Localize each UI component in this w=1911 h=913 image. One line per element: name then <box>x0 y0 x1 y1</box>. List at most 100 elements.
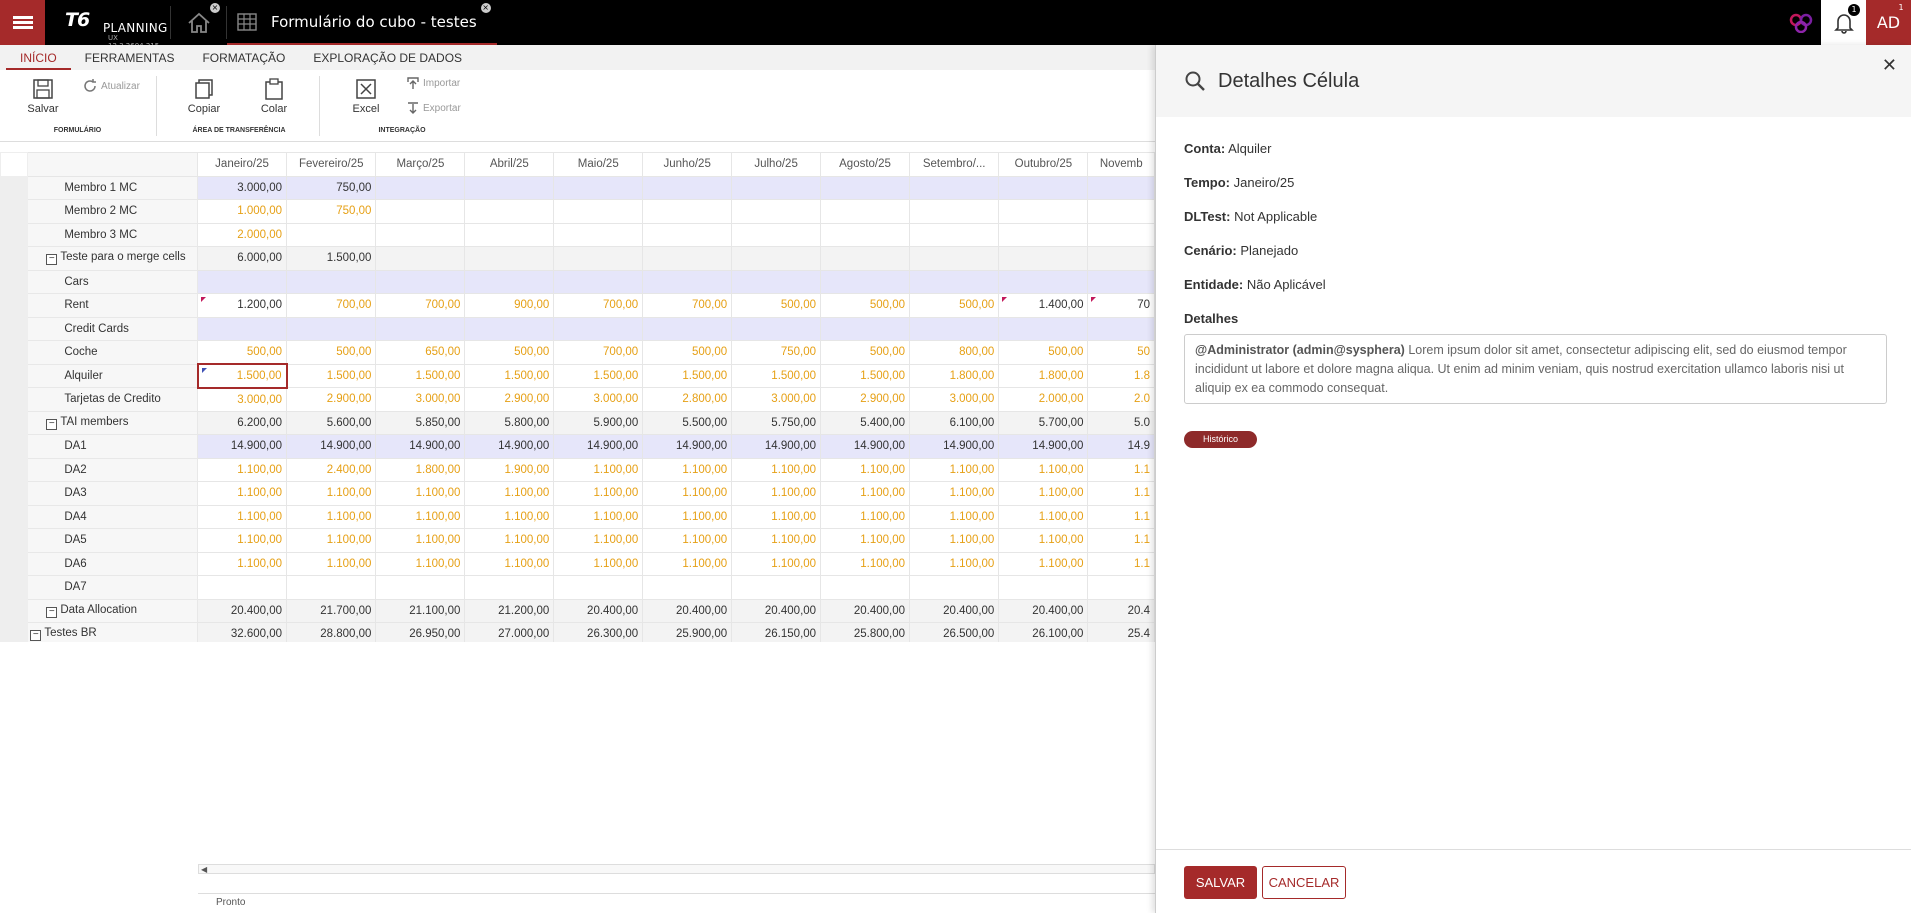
grid-cell[interactable]: 20.400,00 <box>553 598 644 623</box>
grid-cell[interactable] <box>197 575 288 600</box>
column-header[interactable]: Janeiro/25 <box>197 152 288 177</box>
row-header[interactable]: Cars <box>27 269 199 294</box>
tab-formatacao[interactable]: FORMATAÇÃO <box>202 51 286 65</box>
grid-cell[interactable] <box>908 199 1000 224</box>
grid-cell[interactable] <box>1087 199 1155 224</box>
collapse-icon[interactable]: − <box>46 418 58 430</box>
grid-cell[interactable]: 1.100,00 <box>998 504 1089 529</box>
grid-cell[interactable] <box>197 316 288 341</box>
grid-cell[interactable]: 1.100,00 <box>642 551 733 576</box>
grid-cell[interactable]: 14.900,00 <box>820 434 910 459</box>
grid-cell[interactable] <box>1087 269 1155 294</box>
close-doc-tab-icon[interactable]: × <box>480 3 491 13</box>
grid-cell[interactable]: 25.900,00 <box>642 622 733 642</box>
row-header[interactable]: Credit Cards <box>27 316 199 341</box>
grid-cell[interactable] <box>464 175 555 200</box>
grid-cell[interactable] <box>464 246 555 271</box>
grid-cell[interactable] <box>553 316 644 341</box>
grid-cell[interactable] <box>375 199 466 224</box>
grid-cell[interactable]: 1.500,00 <box>731 363 822 388</box>
grid-cell[interactable] <box>820 222 910 247</box>
grid-cell[interactable]: 1.100,00 <box>731 504 822 529</box>
grid-cell[interactable]: 1.400,00 <box>998 293 1089 318</box>
grid-cell[interactable] <box>731 246 822 271</box>
grid-cell[interactable]: 1.100,00 <box>820 481 910 506</box>
column-header[interactable]: Fevereiro/25 <box>286 152 377 177</box>
grid-cell[interactable]: 700,00 <box>553 340 644 365</box>
grid-cell[interactable]: 14.900,00 <box>998 434 1089 459</box>
row-header[interactable]: DA1 <box>27 434 199 459</box>
grid-cell[interactable] <box>908 246 1000 271</box>
collapse-icon[interactable]: − <box>30 630 42 642</box>
grid-cell[interactable]: 5.600,00 <box>286 410 377 435</box>
grid-cell[interactable]: 800,00 <box>908 340 1000 365</box>
grid-cell[interactable]: 3.000,00 <box>908 387 1000 412</box>
grid-cell[interactable]: 14.9 <box>1087 434 1155 459</box>
column-header[interactable]: Outubro/25 <box>998 152 1089 177</box>
grid-cell[interactable]: 1.500,00 <box>553 363 644 388</box>
grid-cell[interactable]: 5.400,00 <box>820 410 910 435</box>
grid-cell[interactable]: 3.000,00 <box>375 387 466 412</box>
grid-cell[interactable]: 1.1 <box>1087 551 1155 576</box>
scroll-left-icon[interactable]: ◀ <box>201 865 208 874</box>
grid-cell[interactable]: 1.100,00 <box>731 481 822 506</box>
grid-cell[interactable]: 21.200,00 <box>464 598 555 623</box>
grid-cell[interactable]: 1.100,00 <box>553 481 644 506</box>
grid-cell[interactable]: 750,00 <box>286 199 377 224</box>
grid-cell[interactable]: 1.100,00 <box>464 528 555 553</box>
grid-cell[interactable] <box>553 269 644 294</box>
grid-cell[interactable]: 5.800,00 <box>464 410 555 435</box>
grid-cell[interactable]: 1.500,00 <box>820 363 910 388</box>
hamburger-menu-button[interactable] <box>0 0 45 45</box>
row-header[interactable]: − Data Allocation <box>27 598 199 623</box>
grid-cell[interactable]: 1.100,00 <box>286 551 377 576</box>
grid-cell[interactable]: 2.400,00 <box>286 457 377 482</box>
grid-cell[interactable] <box>464 222 555 247</box>
cancel-button[interactable]: CANCELAR <box>1262 866 1346 899</box>
grid-cell[interactable]: 14.900,00 <box>197 434 288 459</box>
grid-cell[interactable]: 3.000,00 <box>197 387 288 412</box>
row-header[interactable]: DA5 <box>27 528 199 553</box>
grid-cell[interactable]: 1.100,00 <box>908 528 1000 553</box>
grid-cell[interactable] <box>731 269 822 294</box>
grid-cell[interactable]: 2.900,00 <box>286 387 377 412</box>
grid-cell[interactable]: 1.8 <box>1087 363 1155 388</box>
horizontal-scrollbar[interactable]: ◀ <box>198 864 1155 874</box>
grid-cell[interactable] <box>998 199 1089 224</box>
grid-cell[interactable] <box>1087 222 1155 247</box>
grid-cell[interactable]: 1.100,00 <box>820 457 910 482</box>
grid-cell[interactable]: 3.000,00 <box>197 175 288 200</box>
grid-cell[interactable] <box>375 575 466 600</box>
exportar-button[interactable]: Exportar <box>406 101 461 115</box>
grid-cell[interactable] <box>375 269 466 294</box>
grid-cell[interactable] <box>286 269 377 294</box>
row-header[interactable]: DA6 <box>27 551 199 576</box>
grid-cell[interactable]: 1.100,00 <box>553 457 644 482</box>
grid-cell[interactable]: 500,00 <box>820 340 910 365</box>
column-header[interactable]: Novemb <box>1087 152 1155 177</box>
row-header[interactable]: − TAI members <box>27 410 199 435</box>
grid-cell[interactable] <box>731 575 822 600</box>
grid-cell[interactable]: 1.100,00 <box>908 504 1000 529</box>
grid-cell[interactable] <box>908 175 1000 200</box>
grid-cell[interactable] <box>731 222 822 247</box>
grid-cell[interactable]: 1.000,00 <box>197 199 288 224</box>
grid-cell[interactable] <box>286 222 377 247</box>
grid-cell[interactable]: 1.100,00 <box>642 528 733 553</box>
close-icon[interactable]: ✕ <box>1881 55 1897 76</box>
grid-cell[interactable]: 5.500,00 <box>642 410 733 435</box>
grid-cell[interactable] <box>998 316 1089 341</box>
grid-cell[interactable] <box>820 199 910 224</box>
grid-cell[interactable]: 32.600,00 <box>197 622 288 642</box>
column-header[interactable]: Setembro/... <box>908 152 1000 177</box>
grid-cell[interactable]: 14.900,00 <box>642 434 733 459</box>
tab-ferramentas[interactable]: FERRAMENTAS <box>84 51 175 65</box>
row-header[interactable]: Alquiler <box>27 363 199 388</box>
column-header[interactable]: Maio/25 <box>553 152 644 177</box>
collapse-icon[interactable]: − <box>46 606 58 618</box>
row-header[interactable]: DA4 <box>27 504 199 529</box>
grid-cell[interactable]: 3.000,00 <box>553 387 644 412</box>
grid-cell[interactable] <box>464 199 555 224</box>
grid-cell[interactable]: 750,00 <box>286 175 377 200</box>
grid-cell[interactable]: 1.100,00 <box>908 551 1000 576</box>
